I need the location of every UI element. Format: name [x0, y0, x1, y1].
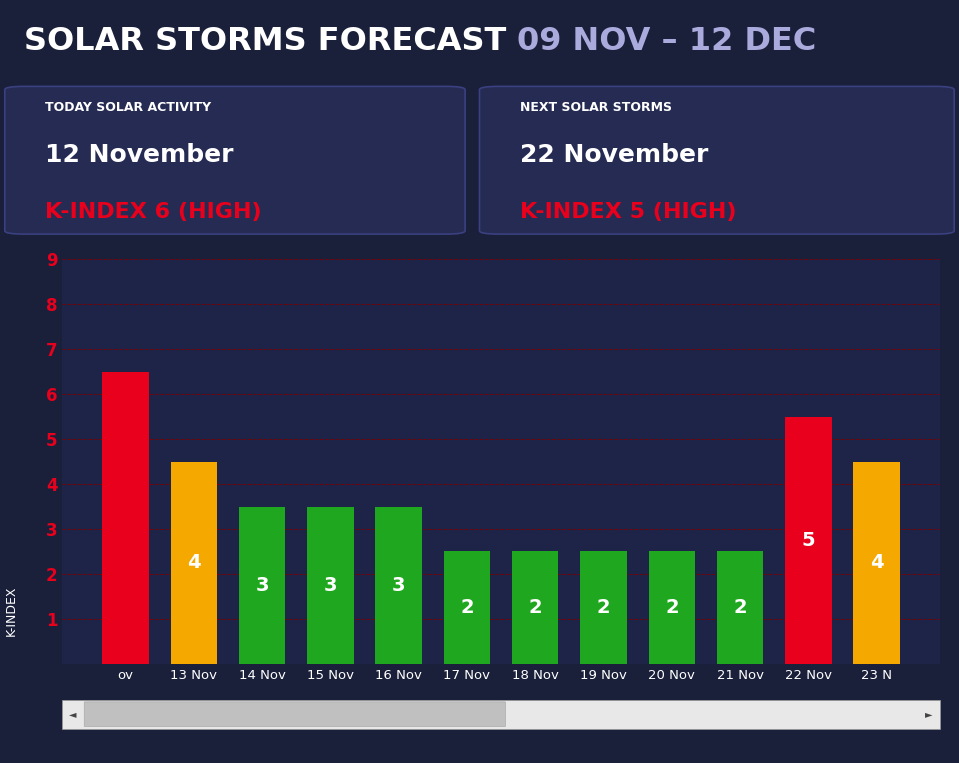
Text: 2: 2	[734, 598, 747, 617]
Text: ◄: ◄	[69, 709, 77, 720]
Bar	[375, 507, 422, 664]
Text: 4: 4	[187, 553, 200, 572]
Text: SOLAR STORMS FORECAST: SOLAR STORMS FORECAST	[24, 27, 517, 57]
Bar	[239, 507, 285, 664]
Bar	[717, 552, 763, 664]
Bar	[444, 552, 490, 664]
Text: 22 November: 22 November	[520, 143, 708, 167]
Text: 3: 3	[392, 575, 406, 594]
Bar	[103, 372, 149, 664]
Text: 2: 2	[665, 598, 679, 617]
Bar	[580, 552, 627, 664]
Text: K-INDEX: K-INDEX	[5, 585, 18, 636]
FancyBboxPatch shape	[5, 86, 465, 234]
Text: 3: 3	[323, 575, 337, 594]
Bar	[854, 462, 900, 664]
Text: 5: 5	[802, 531, 815, 550]
Text: NEXT SOLAR STORMS: NEXT SOLAR STORMS	[520, 101, 671, 114]
Bar	[512, 552, 558, 664]
Text: 2: 2	[460, 598, 474, 617]
FancyBboxPatch shape	[84, 702, 505, 726]
Text: 2: 2	[596, 598, 610, 617]
FancyBboxPatch shape	[480, 86, 954, 234]
Text: ►: ►	[925, 709, 933, 720]
Text: 12 November: 12 November	[45, 143, 234, 167]
Text: K-INDEX 6 (HIGH): K-INDEX 6 (HIGH)	[45, 202, 262, 222]
Text: K-INDEX 5 (HIGH): K-INDEX 5 (HIGH)	[520, 202, 737, 222]
Bar	[307, 507, 354, 664]
Bar	[785, 417, 831, 664]
Text: 2: 2	[528, 598, 542, 617]
Bar	[648, 552, 695, 664]
Text: TODAY SOLAR ACTIVITY: TODAY SOLAR ACTIVITY	[45, 101, 211, 114]
Text: 09 NOV – 12 DEC: 09 NOV – 12 DEC	[517, 27, 817, 57]
Text: 4: 4	[870, 553, 883, 572]
Text: 3: 3	[255, 575, 269, 594]
FancyBboxPatch shape	[62, 700, 940, 729]
Bar	[171, 462, 217, 664]
